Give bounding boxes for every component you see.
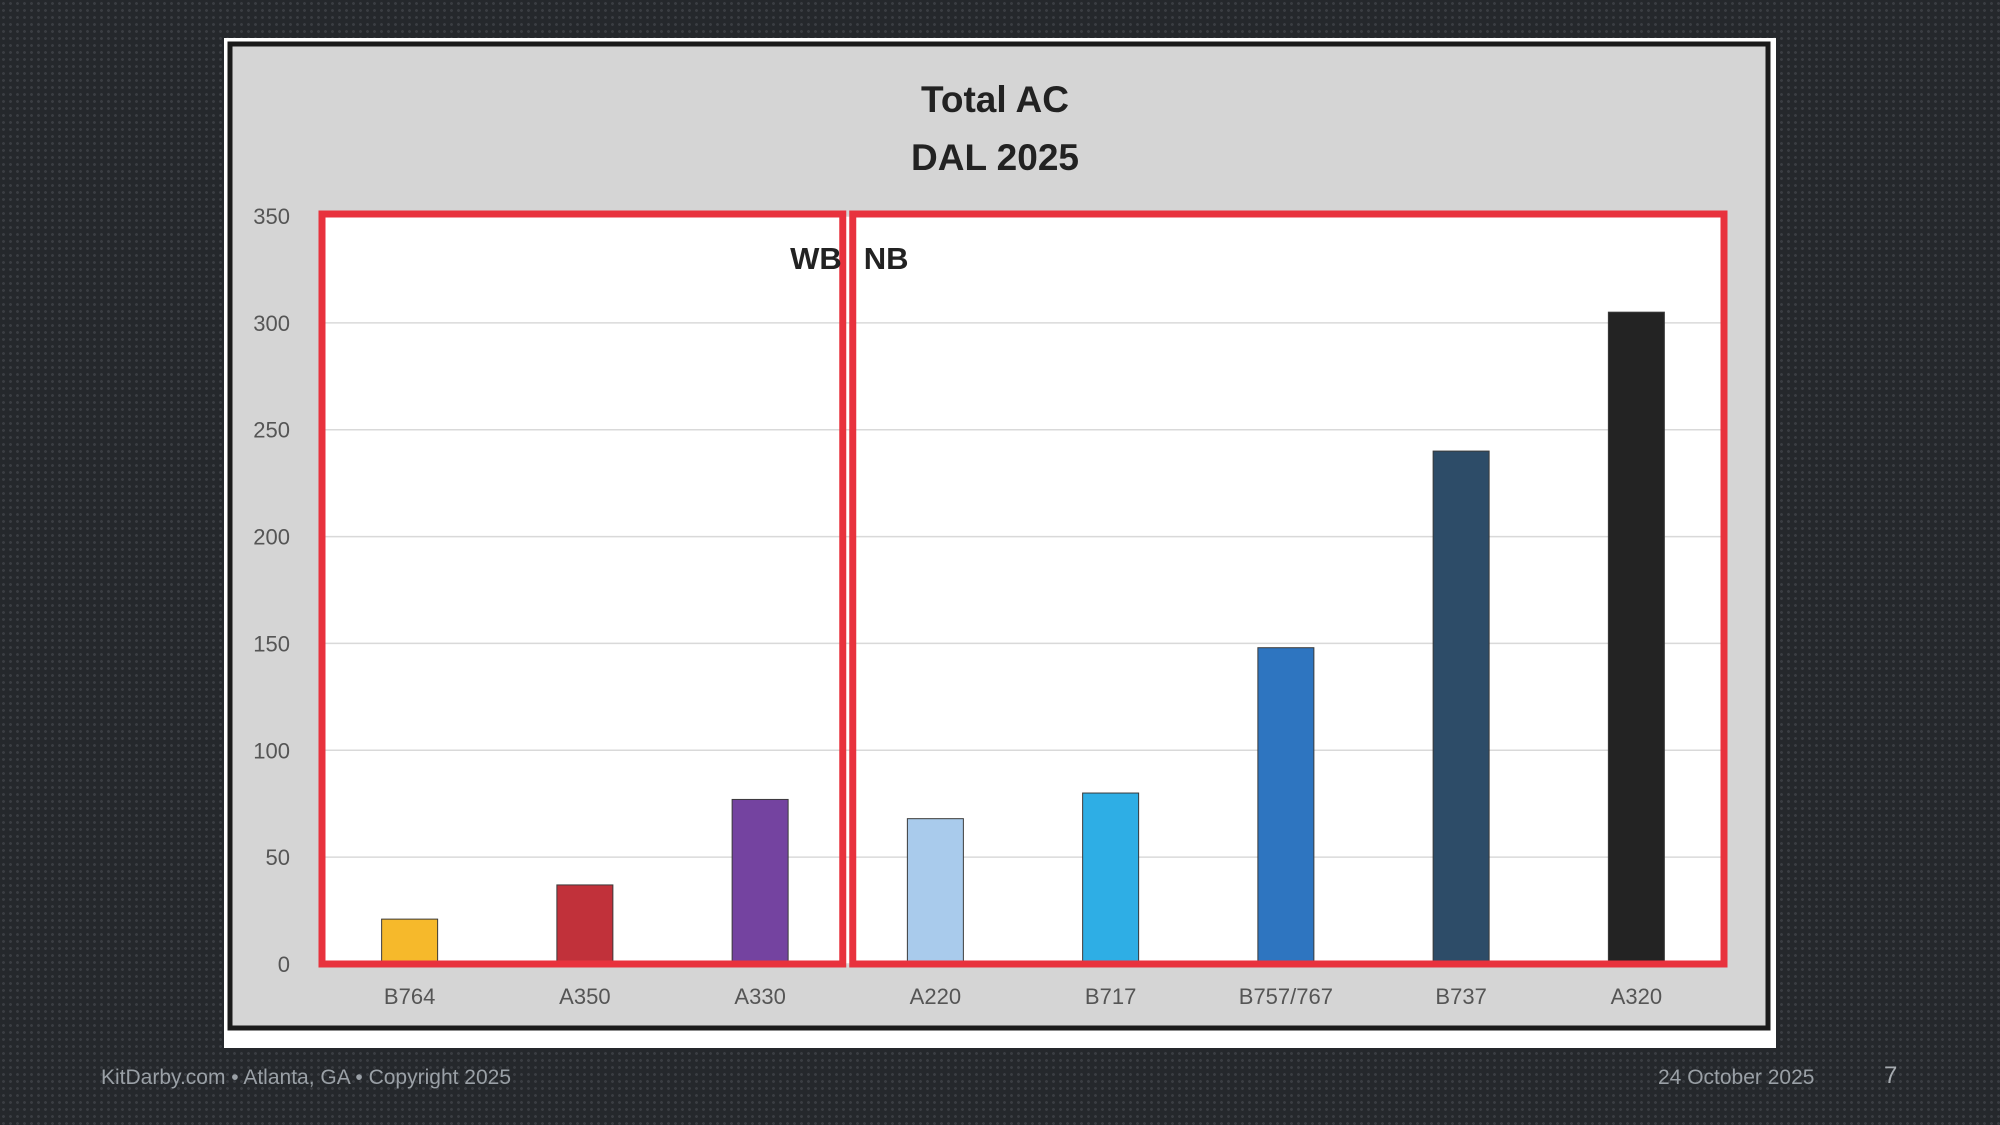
x-tick-label: B737 — [1435, 984, 1486, 1009]
footer-date: 24 October 2025 — [1658, 1066, 1815, 1089]
group-box-nb — [849, 210, 1728, 968]
y-tick-label: 0 — [278, 952, 290, 977]
bar-b757-767 — [1257, 647, 1315, 965]
y-tick-label: 200 — [253, 525, 290, 550]
y-tick-label: 250 — [253, 418, 290, 443]
plot-area — [322, 216, 1724, 964]
bar-a350 — [556, 884, 614, 965]
group-label-nb: NB — [864, 241, 909, 276]
x-tick-label: B717 — [1085, 984, 1136, 1009]
bar-a320 — [1607, 311, 1665, 965]
y-tick-label: 300 — [253, 311, 290, 336]
chart-title: Total AC — [921, 79, 1069, 120]
bar-b764 — [381, 918, 439, 965]
y-tick-label: 100 — [253, 738, 290, 763]
bar-a330 — [731, 798, 789, 965]
x-tick-label: B764 — [384, 984, 435, 1009]
chart-image: 0 50 100 150 200 250 300 350 B764 A350 A330 A220 B71… — [224, 38, 1776, 1048]
x-tick-label: A350 — [559, 984, 610, 1009]
bar-b737 — [1432, 450, 1490, 965]
x-tick-label: A320 — [1611, 984, 1662, 1009]
footer-page-number: 7 — [1884, 1062, 1898, 1089]
y-tick-label: 150 — [253, 631, 290, 656]
y-tick-label: 50 — [266, 845, 290, 870]
bar-a220 — [906, 818, 964, 965]
x-tick-label: A220 — [910, 984, 961, 1009]
x-tick-label: A330 — [734, 984, 785, 1009]
bar-chart: 0 50 100 150 200 250 300 350 B764 A350 A330 A220 B71… — [227, 41, 1771, 1031]
footer-copyright: KitDarby.com • Atlanta, GA • Copyright 2… — [101, 1066, 512, 1089]
bar-b717 — [1082, 792, 1140, 965]
group-box-wb — [318, 210, 847, 968]
chart-subtitle: DAL 2025 — [911, 137, 1079, 178]
x-tick-label: B757/767 — [1239, 984, 1333, 1009]
group-label-wb: WB — [790, 241, 842, 276]
y-tick-label: 350 — [253, 204, 290, 229]
